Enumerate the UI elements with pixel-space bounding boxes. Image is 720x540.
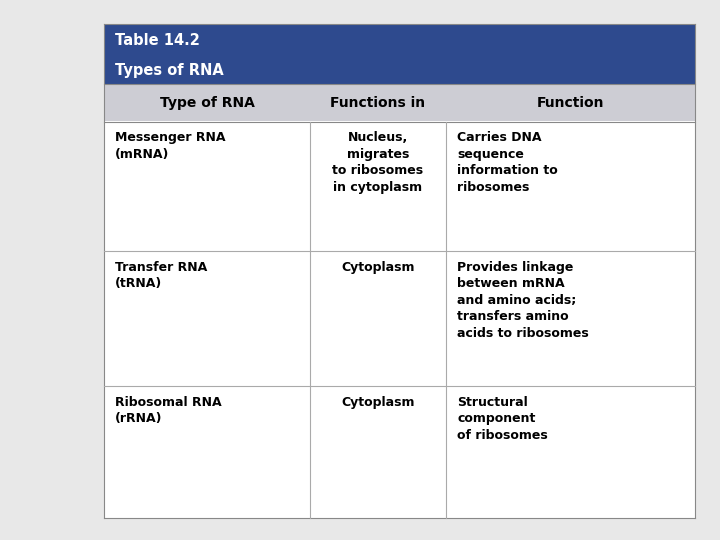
Bar (104, 24, 695, 84)
Bar (310, 251, 446, 386)
Text: Table 14.2: Table 14.2 (115, 33, 200, 48)
Text: Types of RNA: Types of RNA (115, 63, 224, 78)
Text: Carries DNA
sequence
information to
ribosomes: Carries DNA sequence information to ribo… (457, 131, 558, 194)
Text: Cytoplasm: Cytoplasm (341, 396, 415, 409)
Text: Type of RNA: Type of RNA (160, 96, 254, 110)
Text: Nucleus,
migrates
to ribosomes
in cytoplasm: Nucleus, migrates to ribosomes in cytopl… (333, 131, 423, 194)
Bar (310, 386, 446, 518)
Bar (446, 122, 695, 251)
Bar (446, 251, 695, 386)
Text: Ribosomal RNA
(rRNA): Ribosomal RNA (rRNA) (115, 396, 222, 426)
Text: Function: Function (537, 96, 604, 110)
Bar (104, 386, 310, 518)
Bar (104, 122, 310, 251)
Text: Functions in: Functions in (330, 96, 426, 110)
Text: Transfer RNA
(tRNA): Transfer RNA (tRNA) (115, 261, 207, 291)
Text: Messenger RNA
(mRNA): Messenger RNA (mRNA) (115, 131, 225, 161)
Bar (104, 251, 310, 386)
Bar (446, 386, 695, 518)
Text: Structural
component
of ribosomes: Structural component of ribosomes (457, 396, 548, 442)
Bar (310, 122, 446, 251)
Text: Cytoplasm: Cytoplasm (341, 261, 415, 274)
Text: Provides linkage
between mRNA
and amino acids;
transfers amino
acids to ribosome: Provides linkage between mRNA and amino … (457, 261, 589, 340)
Bar (104, 84, 695, 122)
